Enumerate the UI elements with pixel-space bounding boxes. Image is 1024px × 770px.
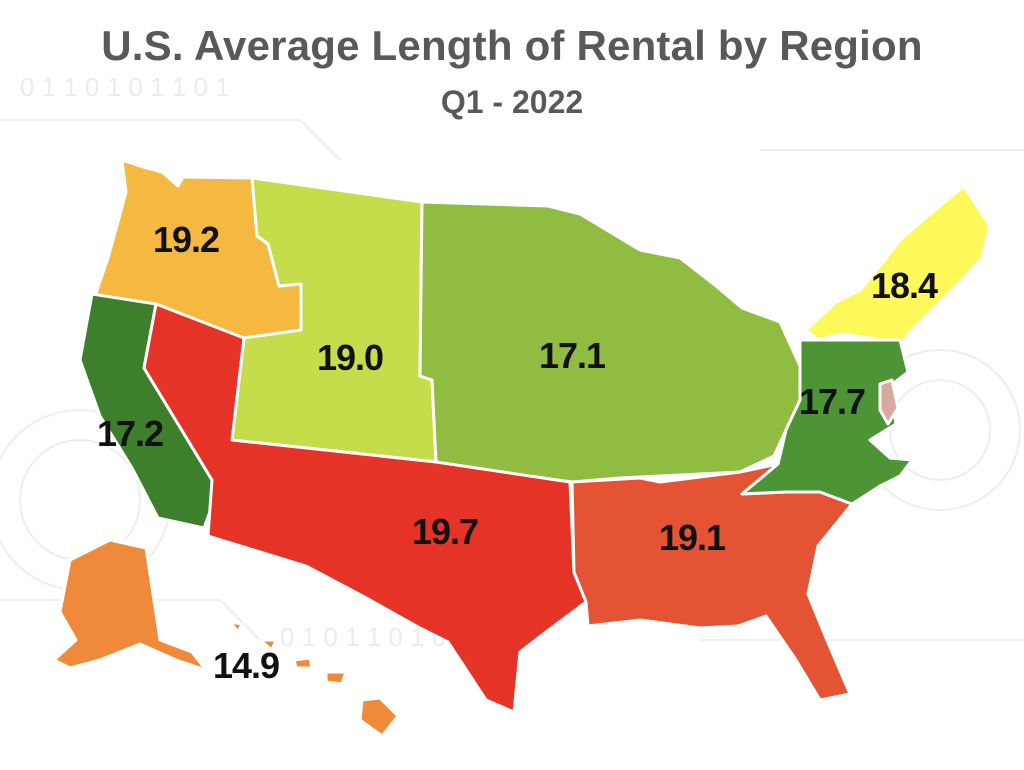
region-alaska	[52, 538, 208, 672]
label-northwest: 19.2	[153, 219, 219, 260]
label-california: 17.2	[97, 413, 163, 454]
region-southwest	[142, 302, 588, 714]
label-mountain: 19.0	[317, 337, 383, 378]
label-southeast: 19.1	[659, 517, 726, 558]
label-southwest: 19.7	[412, 511, 478, 552]
region-southeast	[570, 462, 854, 702]
region-northeast	[804, 184, 992, 350]
background-digits-top: 0 1 1 0 1 0 1 1 0 1	[20, 72, 230, 102]
region-central	[418, 200, 802, 484]
region-delaware	[878, 378, 900, 426]
label-mid-atlantic: 17.7	[799, 381, 865, 422]
chart-subtitle: Q1 - 2022	[440, 84, 584, 120]
chart-title: U.S. Average Length of Rental by Region	[101, 22, 923, 69]
label-alaska-hawaii: 14.9	[213, 645, 279, 686]
region-hawaii	[228, 620, 400, 738]
label-central: 17.1	[539, 335, 606, 376]
label-northeast: 18.4	[871, 265, 938, 306]
